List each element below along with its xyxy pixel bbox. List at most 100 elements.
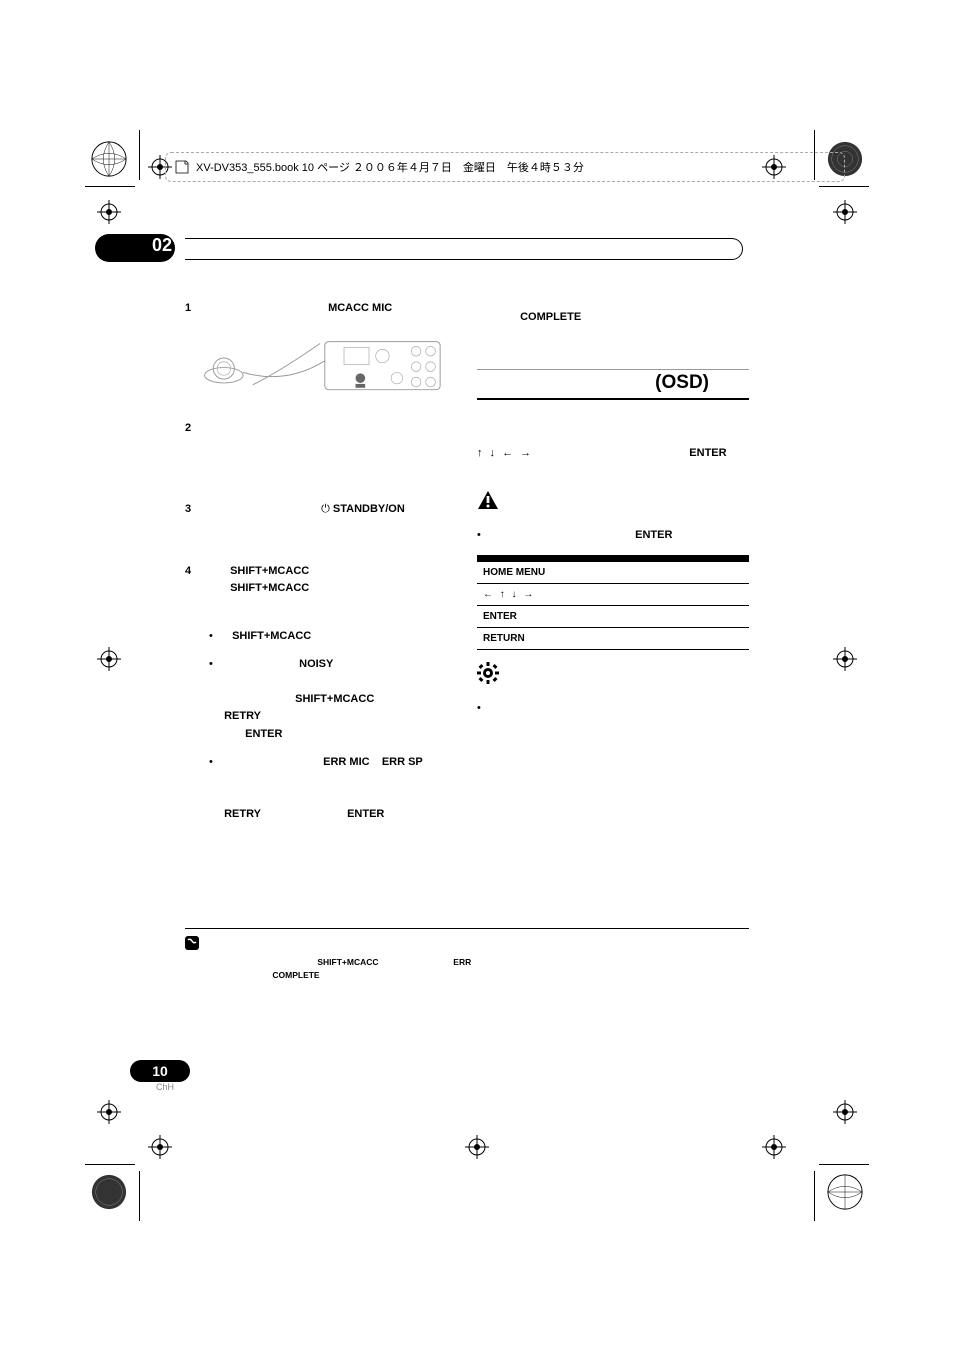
enter-label: ENTER [347, 808, 384, 820]
reg-mark [97, 1100, 121, 1124]
shift-mcacc-label: SHIFT+MCACC [232, 630, 311, 642]
table-row: ENTER [477, 605, 749, 627]
retry-label: RETRY [224, 808, 261, 820]
step-number: 2 [185, 420, 205, 438]
note-separator [185, 928, 749, 929]
bullet-icon: • [477, 527, 489, 545]
section-rule [185, 238, 743, 260]
bullet-2: • NOISY SHIFT+MCACC RETRY ENTER [209, 656, 455, 744]
warning-icon [477, 490, 499, 517]
device-diagram [195, 332, 445, 402]
footnote: SHIFT+MCACC ERR COMPLETE [185, 956, 749, 982]
book-icon [174, 159, 190, 175]
crop-line [85, 1164, 135, 1165]
page-number-badge: 10 [130, 1060, 190, 1082]
enter-label: ENTER [245, 728, 282, 740]
noisy-label: NOISY [299, 658, 333, 670]
step-number: 1 [185, 300, 205, 318]
standby-label: STANDBY/ON [333, 503, 405, 515]
gear-para [477, 662, 749, 691]
bullet-3: • ERR MIC ERR SP RETRY ENTER [209, 754, 455, 824]
shift-mcacc-label: SHIFT+MCACC [317, 957, 378, 967]
page-number: 10 [152, 1063, 168, 1079]
table-cell [569, 605, 749, 627]
bullet-body: ENTER [492, 527, 717, 545]
crop-line [85, 186, 135, 187]
reg-mark [97, 200, 121, 224]
complete-label: COMPLETE [520, 311, 581, 323]
retry-label: RETRY [224, 710, 261, 722]
table-cell [569, 583, 749, 605]
bullet-body [492, 700, 717, 718]
step-4: 4 SHIFT+MCACC SHIFT+MCACC [185, 563, 455, 598]
shift-mcacc-label: SHIFT+MCACC [295, 693, 374, 705]
step-body: SHIFT+MCACC SHIFT+MCACC [208, 563, 448, 598]
arrows-para: ↑ ↓ ← → ENTER [477, 444, 749, 463]
step-body: MCACC MIC [208, 300, 448, 318]
heading-rule [477, 369, 749, 370]
table-row: ← ↑ ↓ → [477, 583, 749, 605]
footnote-line: COMPLETE [185, 969, 749, 982]
bullet-body: ERR MIC ERR SP RETRY ENTER [224, 754, 449, 824]
reg-mark [148, 1135, 172, 1159]
crop-line [819, 1164, 869, 1165]
err-mic-label: ERR MIC [323, 756, 369, 768]
bullet-body: NOISY SHIFT+MCACC RETRY ENTER [224, 656, 449, 744]
left-column: 1 MCACC MIC 2 3 [185, 300, 455, 834]
globe-bl [90, 1173, 128, 1211]
bullet-enter: • ENTER [477, 527, 749, 545]
power-icon: ⏻ [321, 503, 330, 515]
shift-mcacc-label: SHIFT+MCACC [230, 582, 309, 594]
page-sub-label: ChH [156, 1082, 174, 1092]
enter-label: ENTER [689, 447, 726, 459]
enter-label: ENTER [635, 529, 672, 541]
step-1: 1 MCACC MIC [185, 300, 455, 318]
step-body [208, 420, 448, 438]
button-reference-table: HOME MENU ← ↑ ↓ → ENTER RETURN [477, 555, 749, 650]
source-filename: XV-DV353_555.book 10 ページ ２００６年４月７日 金曜日 午… [196, 159, 584, 175]
crop-line [819, 186, 869, 187]
table-cell [569, 561, 749, 583]
crop-line [139, 1171, 140, 1221]
mic-label: MCACC MIC [328, 302, 392, 314]
reg-mark [833, 1100, 857, 1124]
bullet-1: • SHIFT+MCACC [209, 628, 455, 646]
reg-mark [465, 1135, 489, 1159]
bullet-icon: • [477, 700, 489, 718]
osd-heading: (OSD) [477, 372, 749, 394]
err-sp-label: ERR SP [382, 756, 423, 768]
step-body: ⏻ STANDBY/ON [208, 501, 448, 519]
step-number: 3 [185, 501, 205, 519]
reg-mark [97, 647, 121, 671]
reg-mark [762, 1135, 786, 1159]
reg-mark [833, 647, 857, 671]
table-cell: HOME MENU [477, 561, 569, 583]
bullet-icon: • [209, 628, 221, 646]
source-header: XV-DV353_555.book 10 ページ ２００６年４月７日 金曜日 午… [165, 152, 845, 182]
complete-label: COMPLETE [272, 970, 319, 980]
table-cell [569, 627, 749, 649]
table-row: RETURN [477, 627, 749, 649]
table-cell: RETURN [477, 627, 569, 649]
err-label: ERR [453, 957, 471, 967]
bullet-icon: • [209, 754, 221, 772]
bullet-body: SHIFT+MCACC [224, 628, 449, 646]
complete-para: COMPLETE [477, 308, 749, 327]
note-icon [185, 936, 199, 950]
table-cell: ENTER [477, 605, 569, 627]
gear-icon [477, 662, 499, 691]
globe-br [826, 1173, 864, 1211]
table-cell: ← ↑ ↓ → [477, 583, 569, 605]
step-number: 4 [185, 563, 205, 581]
warning-para [477, 490, 749, 517]
step-2: 2 [185, 420, 455, 438]
arrow-icons: ↑ ↓ ← → [477, 447, 533, 459]
table-row: HOME MENU [477, 561, 749, 583]
reg-mark [833, 200, 857, 224]
step-3: 3 ⏻ STANDBY/ON [185, 501, 455, 519]
heading-rule [477, 398, 749, 400]
bullet-gear: • [477, 700, 749, 718]
osd-heading-text: (OSD) [655, 372, 709, 393]
shift-mcacc-label: SHIFT+MCACC [230, 565, 309, 577]
bullet-icon: • [209, 656, 221, 674]
